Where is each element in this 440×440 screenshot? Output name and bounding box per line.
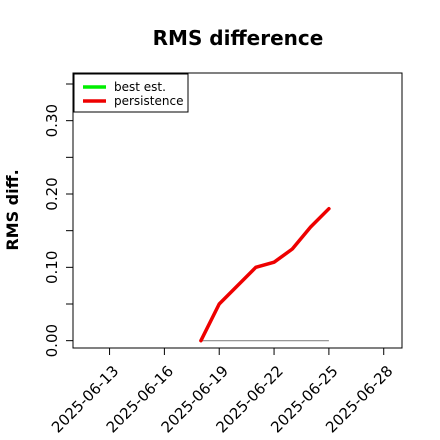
y-axis: 0.00 0.10 0.20 0.30 <box>43 83 73 357</box>
y-tick-label: 0.10 <box>43 251 61 284</box>
legend: best est.persistence <box>73 73 189 113</box>
series-line-persistence <box>199 206 331 343</box>
plot-lines <box>199 206 331 343</box>
y-tick-label: 0.20 <box>43 177 61 210</box>
y-tick-label: 0.30 <box>43 104 61 137</box>
legend-label: best est. <box>114 80 166 94</box>
plot-frame <box>72 72 403 349</box>
y-tick-label: 0.00 <box>43 324 61 357</box>
y-axis-label: RMS diff. <box>3 169 22 250</box>
x-axis: 2025-06-132025-06-162025-06-192025-06-22… <box>48 348 396 436</box>
legend-box <box>73 73 189 113</box>
legend-label: persistence <box>114 94 183 108</box>
chart-title: RMS difference <box>153 26 324 50</box>
